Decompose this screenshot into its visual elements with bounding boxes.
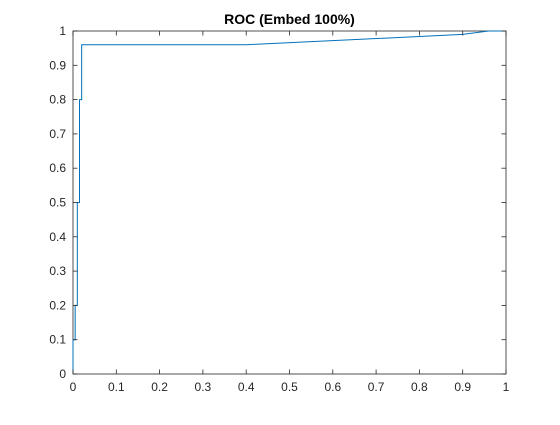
y-tick-label: 0.5	[49, 196, 66, 210]
x-tick-label: 0.7	[368, 380, 385, 394]
x-tick-label: 0.5	[281, 380, 298, 394]
y-tick-label: 0.1	[49, 333, 66, 347]
x-tick-label: 0.8	[411, 380, 428, 394]
x-tick-label: 0.1	[108, 380, 125, 394]
roc-curve-line-0	[72, 30, 506, 374]
x-tick-label: 0.9	[454, 380, 471, 394]
x-tick-label: 0	[70, 380, 77, 394]
x-tick-label: 0.2	[151, 380, 168, 394]
axes-box	[72, 30, 507, 375]
chart-title: ROC (Embed 100%)	[224, 11, 355, 27]
plot-area: 0 0.1 0.2 0.3 0.4 0.5 0.6 0.7 0.8 0.9 1 0 0.1 0.2 0.3 0…	[49, 24, 509, 394]
x-tick-label: 1	[503, 380, 510, 394]
y-tick-label: 0	[59, 367, 66, 381]
y-tick-label: 0.2	[49, 298, 66, 312]
y-tick-label: 0.6	[49, 161, 66, 175]
y-tick-label: 0.7	[49, 127, 66, 141]
x-tick-label: 0.3	[195, 380, 212, 394]
y-tick-label: 0.9	[49, 58, 66, 72]
y-tick-label: 0.4	[49, 230, 66, 244]
y-tick-label: 1	[59, 24, 66, 38]
x-tick-label: 0.4	[238, 380, 255, 394]
y-tick-label: 0.8	[49, 93, 66, 107]
x-tick-label: 0.6	[324, 380, 341, 394]
y-tick-label: 0.3	[49, 264, 66, 278]
